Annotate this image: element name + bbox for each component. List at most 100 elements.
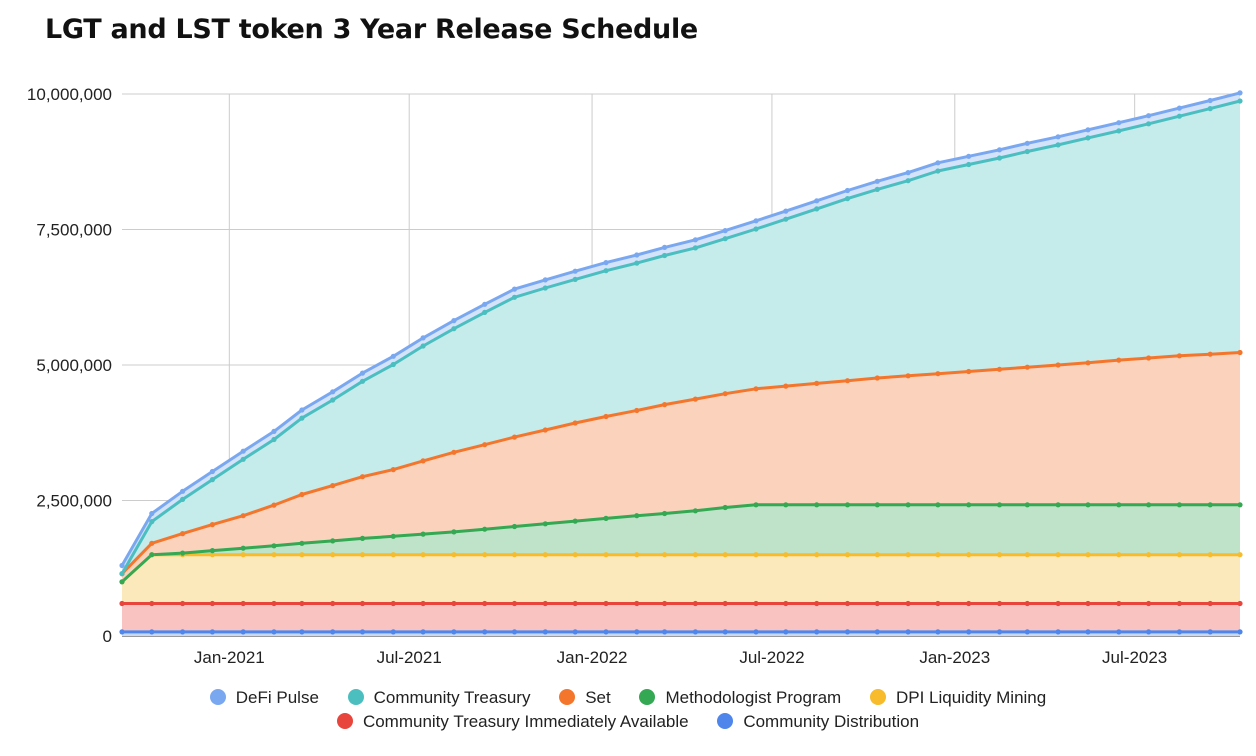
data-point: [1116, 120, 1122, 126]
data-point: [1146, 600, 1152, 607]
data-point: [359, 535, 366, 542]
data-point: [1146, 121, 1152, 127]
data-point: [1176, 113, 1182, 119]
data-point: [722, 600, 728, 607]
data-point: [209, 522, 215, 528]
data-point: [634, 513, 640, 519]
data-point: [1116, 552, 1122, 558]
data-point: [1116, 357, 1122, 363]
data-point: [753, 226, 759, 232]
data-point: [359, 370, 366, 376]
legend-item[interactable]: Community Distribution: [717, 712, 919, 732]
area-set: [122, 352, 1240, 582]
data-point: [844, 378, 851, 384]
data-point: [1055, 502, 1061, 508]
data-point: [271, 428, 277, 434]
data-point: [1207, 600, 1213, 607]
data-point: [874, 552, 880, 558]
data-point: [1055, 134, 1061, 140]
data-point: [1176, 353, 1182, 359]
data-point: [753, 218, 759, 224]
data-point: [240, 448, 246, 454]
legend-swatch: [717, 713, 734, 729]
data-point: [271, 629, 277, 635]
data-point: [542, 277, 548, 283]
data-point: [874, 629, 880, 635]
data-point: [814, 380, 820, 386]
data-point: [299, 629, 305, 635]
data-point: [1085, 360, 1091, 366]
data-point: [722, 391, 728, 397]
data-point: [180, 550, 186, 556]
data-point: [603, 600, 609, 607]
legend-item[interactable]: Methodologist Program: [639, 688, 841, 708]
data-point: [390, 533, 396, 539]
area-community-treasury: [122, 101, 1240, 574]
data-point: [996, 552, 1003, 558]
data-point: [1237, 349, 1243, 356]
data-point: [330, 389, 336, 395]
data-point: [149, 629, 155, 635]
data-point: [966, 502, 972, 508]
data-point: [753, 386, 759, 392]
data-point: [299, 600, 305, 607]
data-point: [753, 600, 759, 607]
data-point: [662, 402, 668, 408]
data-point: [662, 252, 668, 259]
data-point: [359, 629, 366, 635]
data-point: [692, 600, 699, 607]
data-point: [1176, 105, 1182, 111]
data-point: [1176, 552, 1182, 558]
data-point: [783, 600, 789, 607]
data-point: [692, 508, 699, 514]
data-point: [1116, 629, 1122, 635]
chart-title: LGT and LST token 3 Year Release Schedul…: [45, 14, 698, 45]
data-points: [119, 90, 1243, 635]
data-point: [1024, 600, 1030, 607]
legend-item[interactable]: DPI Liquidity Mining: [869, 688, 1047, 708]
data-point: [420, 531, 426, 537]
data-point: [634, 407, 640, 414]
data-point: [1237, 98, 1243, 104]
legend-item[interactable]: Community Treasury Immediately Available: [336, 712, 689, 732]
data-point: [692, 245, 699, 251]
data-point: [722, 228, 728, 234]
data-point: [634, 260, 640, 266]
data-point: [905, 629, 911, 635]
data-point: [753, 552, 759, 558]
data-point: [482, 629, 488, 635]
data-point: [420, 458, 426, 464]
data-point: [1085, 552, 1091, 558]
data-point: [119, 629, 125, 635]
data-point: [359, 378, 366, 384]
legend-label: Community Treasury Immediately Available: [362, 712, 689, 731]
data-point: [1055, 362, 1061, 368]
data-point: [814, 502, 820, 508]
data-point: [935, 502, 941, 508]
data-point: [451, 529, 457, 535]
legend-label: Methodologist Program: [665, 688, 842, 707]
data-point: [662, 552, 668, 558]
data-point: [482, 309, 488, 315]
data-point: [1237, 552, 1243, 558]
legend-item[interactable]: Set: [559, 688, 611, 708]
data-point: [753, 629, 759, 635]
x-tick-label: Jan-2022: [557, 648, 628, 667]
legend-item[interactable]: DeFi Pulse: [209, 688, 319, 708]
legend-item[interactable]: Community Treasury: [347, 688, 530, 708]
data-point: [996, 600, 1003, 607]
data-point: [1176, 502, 1182, 508]
data-point: [271, 552, 277, 558]
data-point: [603, 515, 609, 522]
legend-label: DPI Liquidity Mining: [895, 688, 1047, 707]
data-point: [874, 502, 880, 508]
data-point: [722, 629, 728, 635]
data-point: [996, 366, 1003, 372]
data-point: [420, 629, 426, 635]
data-point: [511, 552, 518, 558]
data-point: [572, 276, 578, 282]
data-point: [783, 629, 789, 635]
data-point: [511, 294, 518, 300]
legend-label: DeFi Pulse: [235, 688, 319, 707]
data-point: [572, 518, 578, 524]
